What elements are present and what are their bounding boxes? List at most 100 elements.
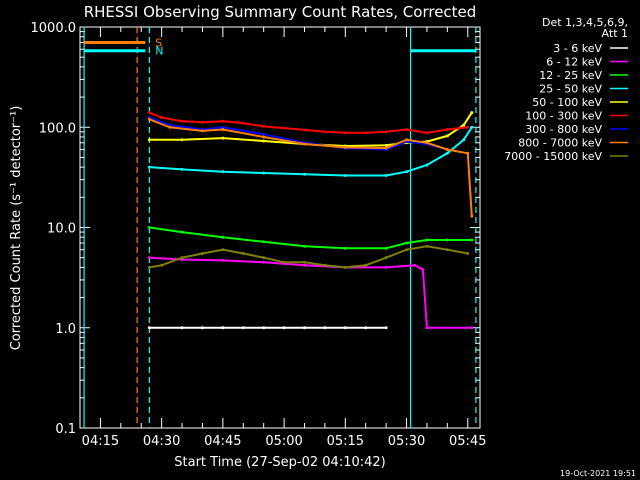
data-point-25-50-kev (470, 125, 474, 129)
data-point-6-12-kev (147, 256, 151, 260)
data-point-300-800-kev (168, 123, 172, 127)
data-point-25-50-kev (302, 172, 306, 176)
data-point-12-25-kev (445, 238, 449, 242)
data-point-800-7000-kev (445, 147, 449, 151)
data-point-25-50-kev (462, 138, 466, 142)
y-tick-label: 1.0 (55, 322, 76, 337)
flag-label-n: N (155, 45, 163, 58)
data-point-3-6-kev (241, 326, 245, 330)
legend-label-50-100-kev: 50 - 100 keV (532, 96, 602, 109)
data-point-6-12-kev (425, 326, 429, 330)
data-point-6-12-kev (302, 263, 306, 267)
data-point-50-100-kev (445, 134, 449, 138)
legend-label-100-300-kev: 100 - 300 keV (525, 110, 602, 123)
data-point-7000-15000-kev (241, 252, 245, 256)
data-point-800-7000-kev (343, 145, 347, 149)
y-tick-label: 0.1 (55, 422, 76, 437)
x-tick-label: 05:45 (449, 434, 486, 449)
data-point-50-100-kev (180, 138, 184, 142)
data-point-800-7000-kev (168, 125, 172, 129)
legend-label-25-50-kev: 25 - 50 keV (539, 83, 602, 96)
data-point-100-300-kev (200, 120, 204, 124)
data-point-3-6-kev (343, 326, 347, 330)
data-point-7000-15000-kev (343, 265, 347, 269)
data-point-12-25-kev (425, 238, 429, 242)
data-point-12-25-kev (221, 235, 225, 239)
data-point-7000-15000-kev (200, 252, 204, 256)
data-point-100-300-kev (466, 125, 470, 129)
data-point-800-7000-kev (147, 117, 151, 121)
data-point-100-300-kev (445, 127, 449, 131)
data-point-50-100-kev (462, 123, 466, 127)
data-point-6-12-kev (470, 326, 474, 330)
data-point-100-300-kev (282, 126, 286, 130)
data-point-100-300-kev (241, 121, 245, 125)
data-point-25-50-kev (405, 170, 409, 174)
data-point-25-50-kev (262, 171, 266, 175)
axis-ticks (79, 26, 480, 429)
data-point-800-7000-kev (302, 142, 306, 146)
data-point-12-25-kev (302, 244, 306, 248)
data-point-3-6-kev (221, 326, 225, 330)
data-point-7000-15000-kev (160, 263, 164, 267)
data-point-50-100-kev (262, 139, 266, 143)
data-point-100-300-kev (147, 111, 151, 115)
legend-label-3-6-kev: 3 - 6 keV (553, 42, 602, 55)
data-point-3-6-kev (147, 326, 151, 330)
legend-label-7000-15000-kev: 7000 - 15000 keV (504, 150, 602, 163)
footer-timestamp: 19-Oct-2021 19:51 (560, 469, 636, 478)
axis-tick-labels: 1000.0 100.0 10.0 1.0 0.1 04:15 04:30 04:45 05:0… (31, 21, 487, 449)
data-point-50-100-kev (147, 138, 151, 142)
y-axis-label: Corrected Count Rate (s⁻¹ detector⁻¹) (9, 106, 24, 351)
data-point-7000-15000-kev (405, 248, 409, 252)
x-tick-label: 04:15 (82, 434, 119, 449)
flag-bars: SN (84, 37, 476, 58)
legend-label-300-800-kev: 300 - 800 keV (525, 123, 602, 136)
data-point-6-12-kev (421, 268, 425, 272)
data-point-7000-15000-kev (384, 256, 388, 260)
data-point-100-300-kev (364, 131, 368, 135)
data-point-25-50-kev (384, 174, 388, 178)
data-point-7000-15000-kev (466, 252, 470, 256)
data-point-12-25-kev (262, 240, 266, 244)
data-point-6-12-kev (221, 258, 225, 262)
series-line-25-50-kev (149, 126, 473, 177)
data-point-12-25-kev (405, 241, 409, 245)
data-point-100-300-kev (160, 116, 164, 120)
x-tick-label: 05:00 (265, 434, 302, 449)
data-point-6-12-kev (262, 260, 266, 264)
data-point-25-50-kev (425, 163, 429, 167)
data-point-7000-15000-kev (262, 256, 266, 260)
data-point-800-7000-kev (384, 146, 388, 150)
data-point-800-7000-kev (405, 138, 409, 142)
data-point-7000-15000-kev (180, 256, 184, 260)
data-point-100-300-kev (384, 130, 388, 134)
data-point-25-50-kev (343, 174, 347, 178)
data-point-100-300-kev (323, 130, 327, 134)
data-point-25-50-kev (147, 165, 151, 169)
data-point-100-300-kev (343, 131, 347, 135)
data-point-3-6-kev (200, 326, 204, 330)
y-tick-label: 10.0 (47, 222, 76, 237)
data-point-3-6-kev (302, 326, 306, 330)
data-point-800-7000-kev (470, 214, 474, 218)
data-point-50-100-kev (221, 136, 225, 140)
y-tick-label: 100.0 (39, 121, 76, 136)
data-point-12-25-kev (180, 230, 184, 234)
x-tick-label: 04:30 (143, 434, 180, 449)
data-point-100-300-kev (425, 131, 429, 135)
series-lines (147, 111, 474, 330)
data-point-100-300-kev (405, 127, 409, 131)
data-point-50-100-kev (470, 111, 474, 115)
data-point-100-300-kev (180, 119, 184, 123)
data-point-100-300-kev (302, 128, 306, 132)
data-point-25-50-kev (221, 170, 225, 174)
x-tick-label: 05:15 (327, 434, 364, 449)
data-point-7000-15000-kev (445, 248, 449, 252)
data-point-800-7000-kev (262, 135, 266, 139)
data-point-7000-15000-kev (147, 265, 151, 269)
x-axis-label: Start Time (27-Sep-02 04:10:42) (174, 455, 385, 470)
